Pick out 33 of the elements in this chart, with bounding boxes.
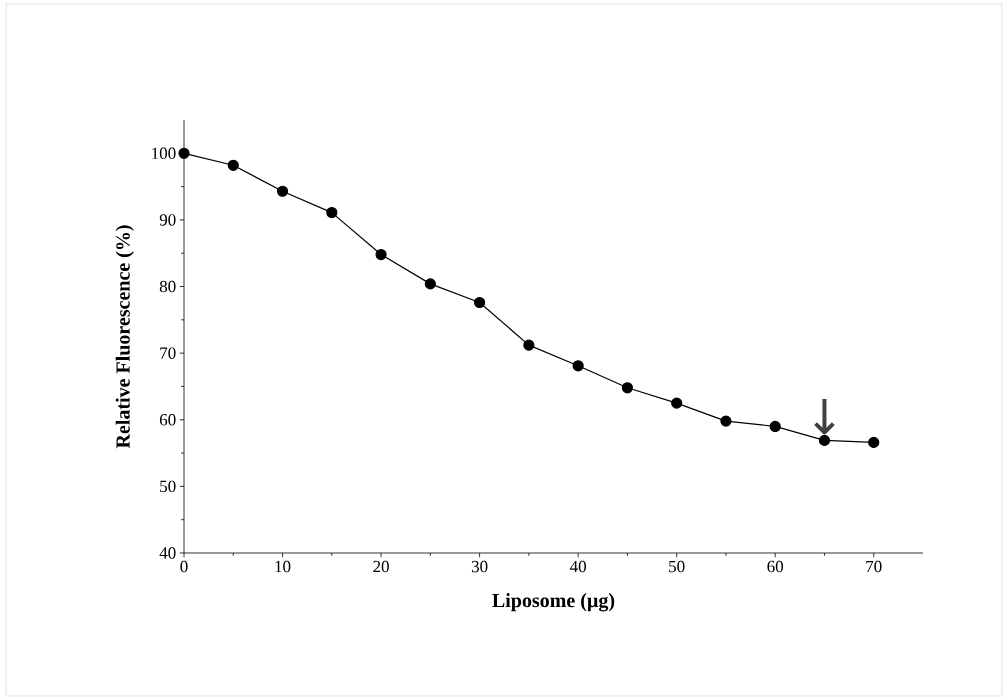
y-tick-label: 50 xyxy=(160,480,176,493)
point xyxy=(276,185,289,197)
point xyxy=(375,248,387,261)
y-tick-label: 40 xyxy=(159,547,176,559)
x-tick-label: 10 xyxy=(275,560,291,573)
annotation: ↓ xyxy=(814,399,835,435)
point xyxy=(227,159,239,171)
y-tick-label: 100 xyxy=(152,147,176,160)
point xyxy=(474,296,486,309)
y-tick-label: 60 xyxy=(159,414,176,426)
x-tick-label: 50 xyxy=(669,560,685,573)
y-tick-label: 80 xyxy=(159,280,176,293)
x-tick-label: 40 xyxy=(569,560,586,573)
point xyxy=(424,278,436,290)
point xyxy=(818,434,831,447)
y-tick-label: 90 xyxy=(159,214,176,226)
x-tick-label: 70 xyxy=(866,560,882,573)
point xyxy=(572,360,584,372)
point xyxy=(671,397,683,409)
x-tick-label: 60 xyxy=(767,560,784,573)
x-axis-title: Liposome (µg) xyxy=(492,593,615,612)
point xyxy=(523,339,535,351)
point xyxy=(178,147,190,159)
x-tick-label: 20 xyxy=(373,560,389,573)
y-tick-label: 70 xyxy=(160,347,176,359)
y-axis-title: Relative Fluorescence (%) xyxy=(115,225,134,449)
x-tick-label: 30 xyxy=(471,560,488,573)
point xyxy=(326,206,338,219)
x-tick-label: 0 xyxy=(180,560,188,573)
point xyxy=(868,436,880,448)
point xyxy=(621,382,633,394)
point xyxy=(720,415,732,427)
point xyxy=(769,420,781,433)
